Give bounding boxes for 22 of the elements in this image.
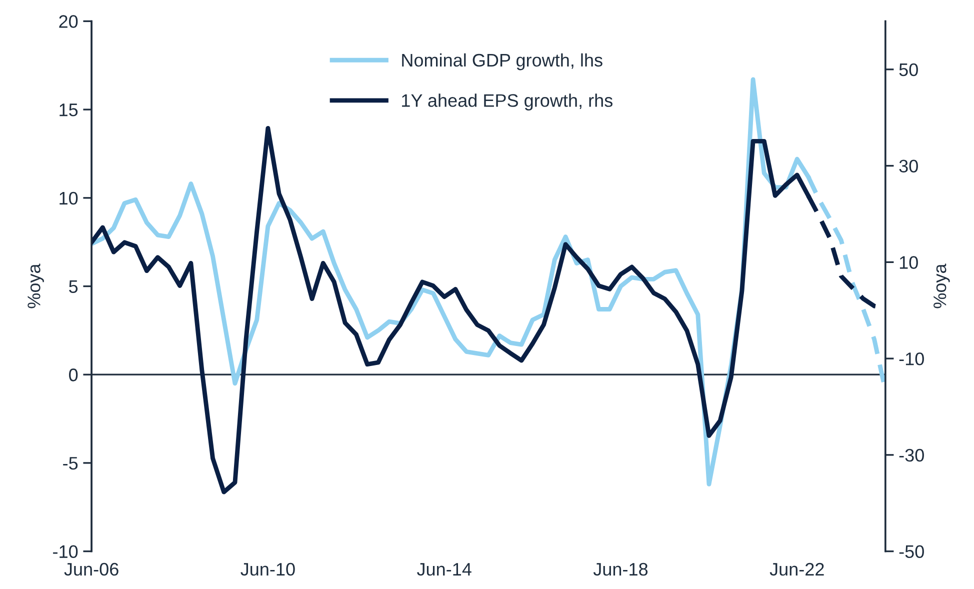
x-tick-label: Jun-14 xyxy=(417,563,472,576)
y2-tick-label: 10 xyxy=(900,256,918,269)
x-tick-label: Jun-18 xyxy=(593,562,648,576)
y-tick-label: 20 xyxy=(59,15,78,28)
y2-tick-label: -50 xyxy=(899,545,924,558)
x-tick-label: Jun-22 xyxy=(770,562,824,576)
y2-tick-label: 30 xyxy=(899,160,918,172)
x-tick-label: Jun-06 xyxy=(64,562,118,576)
y2-tick-label: 50 xyxy=(899,63,918,76)
y-axis-title: %oya xyxy=(28,264,44,308)
y2-tick-label: -30 xyxy=(899,448,924,462)
legend-label: 1Y ahead EPS growth, rhs xyxy=(402,94,612,110)
x-tick-label: Jun-10 xyxy=(240,562,295,576)
y-tick-label: -5 xyxy=(63,457,78,470)
legend-label: Nominal GDP growth, lhs xyxy=(402,53,602,70)
y2-axis-title: %oya xyxy=(934,264,950,308)
y-tick-label: 0 xyxy=(69,368,78,382)
y-tick-label: 10 xyxy=(60,192,78,205)
y-tick-label: 5 xyxy=(69,280,78,293)
y2-tick-label: -10 xyxy=(899,352,924,366)
y-tick-label: -10 xyxy=(53,545,78,558)
y-tick-label: 15 xyxy=(60,104,78,116)
